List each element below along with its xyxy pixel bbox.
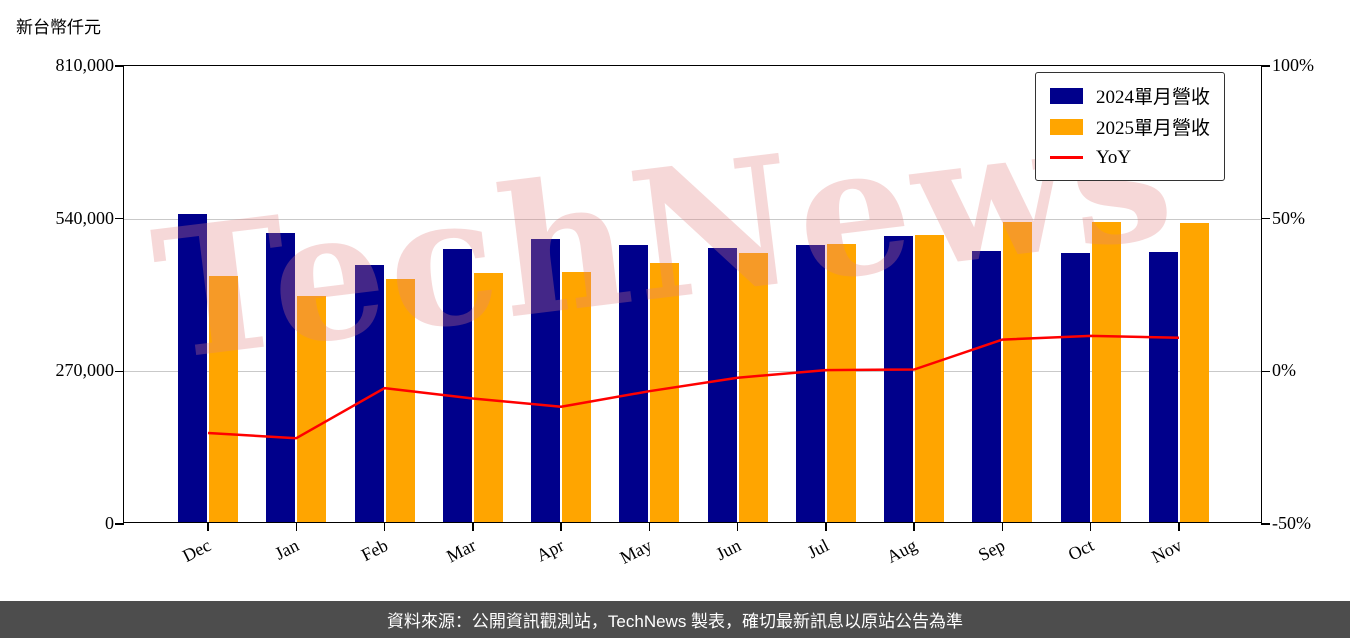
- x-axis-tick: [736, 522, 739, 531]
- x-axis-label: Dec: [179, 535, 215, 566]
- bar-2024-apr: [531, 239, 561, 522]
- x-axis-tick: [1001, 522, 1004, 531]
- x-axis-label: Jul: [804, 535, 832, 563]
- bar-2024-feb: [354, 264, 384, 522]
- y-axis-tick: [115, 217, 124, 220]
- y2-axis-tick: [1261, 217, 1270, 220]
- bar-2024-oct: [1060, 253, 1090, 522]
- x-axis-label: Aug: [883, 535, 921, 567]
- y2-axis-tick: [1261, 370, 1270, 373]
- x-axis-tick: [913, 522, 915, 531]
- x-axis-tick: [207, 522, 209, 531]
- bar-2025-nov: [1180, 222, 1209, 522]
- legend-swatch-2024: [1050, 87, 1083, 104]
- x-axis-label: Feb: [357, 535, 391, 566]
- x-axis-tick: [560, 522, 562, 531]
- x-axis-label: Jan: [271, 535, 303, 564]
- legend-item-2024: 2024單月營收: [1050, 80, 1210, 111]
- legend-swatch-2025: [1050, 118, 1083, 135]
- x-axis-label: May: [616, 535, 656, 568]
- y2-axis-tick-label: -50%: [1272, 513, 1311, 533]
- y-axis-tick-label: 540,000: [55, 207, 115, 228]
- bar-2025-sep: [1003, 222, 1033, 522]
- x-axis-label: Oct: [1064, 535, 1097, 565]
- x-axis-tick: [648, 522, 651, 531]
- bar-2025-feb: [385, 278, 415, 522]
- bar-2024-may: [619, 244, 649, 522]
- bar-2025-jun: [738, 253, 768, 522]
- footer-text: 資料來源：公開資訊觀測站，TechNews 製表，確切最新訊息以原站公告為準: [386, 612, 964, 631]
- bar-2025-dec: [209, 276, 238, 522]
- y-axis-unit-label: 新台幣仟元: [16, 18, 101, 37]
- x-axis-label: Sep: [975, 535, 1009, 566]
- yoy-line: [207, 334, 1180, 440]
- x-axis-tick: [295, 522, 298, 531]
- x-axis-tick: [383, 522, 386, 531]
- y-axis-tick-label: 0: [105, 513, 114, 533]
- x-axis-label: Apr: [533, 535, 568, 566]
- y-axis-tick: [115, 523, 124, 525]
- bar-2024-dec: [178, 213, 207, 522]
- bar-2024-jun: [707, 247, 737, 522]
- bar-2025-jul: [826, 243, 856, 522]
- bar-2024-sep: [972, 250, 1002, 522]
- bar-2024-jan: [266, 232, 296, 522]
- legend-label-yoy: YoY: [1096, 146, 1132, 168]
- x-axis-label: Jun: [712, 535, 744, 565]
- y-axis-tick: [115, 370, 124, 373]
- y2-axis-tick-label: 0%: [1272, 360, 1296, 381]
- gridline: [124, 371, 1261, 373]
- bar-2025-aug: [915, 234, 945, 522]
- y-axis-tick: [115, 65, 124, 67]
- y2-axis-tick-label: 100%: [1272, 55, 1314, 75]
- legend: 2024單月營收 2025單月營收 YoY: [1035, 72, 1226, 181]
- bar-2024-nov: [1149, 252, 1178, 522]
- footer-bar: 資料來源：公開資訊觀測站，TechNews 製表，確切最新訊息以原站公告為準: [0, 601, 1350, 638]
- bar-2025-apr: [562, 272, 592, 522]
- bar-2024-aug: [884, 236, 914, 522]
- bar-2025-mar: [473, 273, 503, 522]
- bar-2024-jul: [795, 244, 825, 522]
- bar-2025-may: [650, 263, 680, 522]
- legend-item-yoy: YoY: [1050, 142, 1210, 173]
- y2-axis-tick: [1261, 65, 1270, 67]
- x-axis-tick: [472, 522, 474, 531]
- bar-2024-mar: [442, 248, 472, 522]
- bar-2025-oct: [1091, 222, 1121, 522]
- x-axis-label: Nov: [1148, 535, 1186, 567]
- y2-axis-tick: [1261, 523, 1270, 525]
- y-axis-tick-label: 810,000: [55, 55, 115, 75]
- x-axis-tick: [1089, 522, 1092, 531]
- gridline: [124, 218, 1261, 220]
- x-axis-tick: [1178, 522, 1180, 531]
- y2-axis-tick-label: 50%: [1272, 207, 1305, 228]
- legend-label-2025: 2025單月營收: [1096, 118, 1211, 139]
- legend-item-2025: 2025單月營收: [1050, 111, 1210, 142]
- x-axis-tick: [825, 522, 827, 531]
- bar-2025-jan: [297, 295, 327, 522]
- y-axis-tick-label: 270,000: [55, 360, 115, 381]
- legend-swatch-yoy: [1050, 156, 1083, 159]
- x-axis-label: Mar: [443, 535, 479, 567]
- legend-label-2024: 2024單月營收: [1096, 87, 1211, 108]
